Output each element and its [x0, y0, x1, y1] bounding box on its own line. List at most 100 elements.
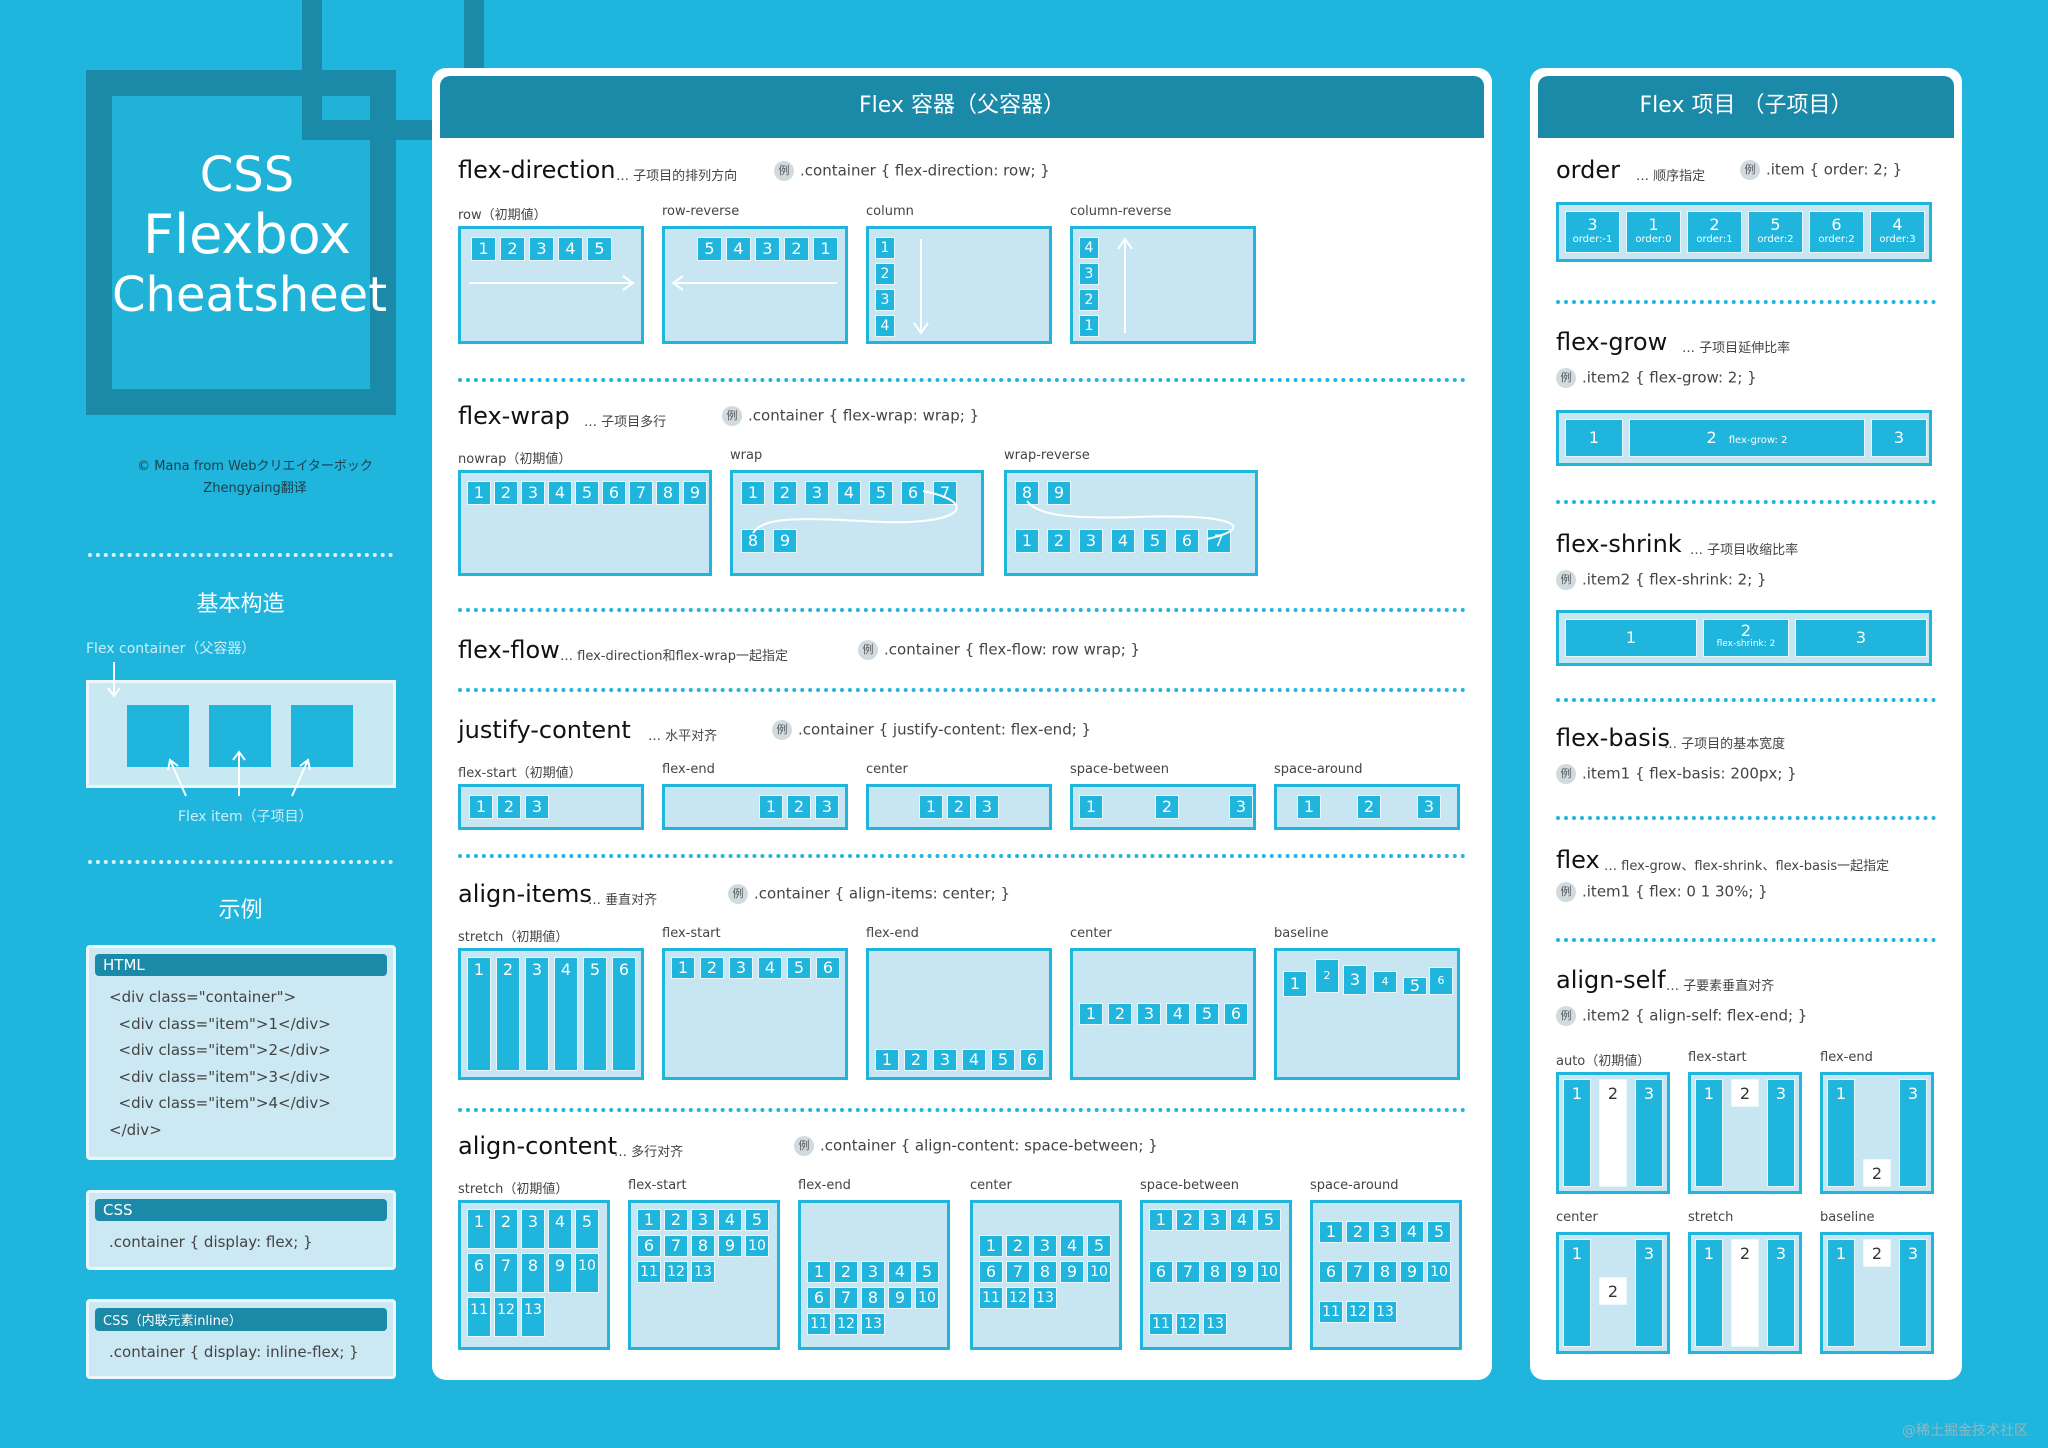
- flex-item: 6: [602, 481, 626, 505]
- flex-item: 8: [1033, 1261, 1057, 1283]
- property-name: justify-content: [458, 716, 631, 744]
- flex-item: 2: [787, 795, 811, 819]
- example-code: 例 .item2 { align-self: flex-end; }: [1556, 1006, 1807, 1026]
- direction-arrow: [671, 275, 837, 291]
- flex-item: 2: [500, 237, 525, 261]
- variant-label: wrap-reverse: [1004, 448, 1090, 463]
- divider: [88, 553, 393, 557]
- demo-box: 3 order:-1 1 order:0 2 order:1 5 order:2 6 order:…: [1556, 202, 1932, 262]
- item-order: order:1: [1696, 234, 1733, 245]
- flex-item: 1: [1565, 419, 1623, 457]
- section-divider: [1556, 938, 1936, 942]
- flex-item: 3: [529, 237, 554, 261]
- flex-item: 3: [861, 1261, 885, 1283]
- flex-item: 6: [612, 957, 636, 1071]
- flex-item: 2: [664, 1209, 688, 1231]
- flex-item-panel: Flex 项目 （子项目） order… 顺序指定例 .item { order:…: [1530, 68, 1962, 1380]
- flex-item: 3: [815, 795, 839, 819]
- flex-item: 4: [1060, 1235, 1084, 1257]
- diagram-arrows: [107, 662, 311, 797]
- property-name: flex-shrink: [1556, 530, 1682, 558]
- item-number: 1: [1648, 215, 1659, 234]
- flex-item: 7: [933, 481, 957, 505]
- flex-item: 3: [933, 1049, 957, 1071]
- flex-item: 1: [759, 795, 783, 819]
- flex-item: 3: [755, 237, 780, 261]
- flex-item: 1: [1827, 1239, 1855, 1347]
- flex-item: 2: [1176, 1209, 1200, 1231]
- demo-box: 1 2 flex-grow: 2 3: [1556, 410, 1932, 466]
- flex-item: 3 order:-1: [1565, 211, 1620, 253]
- flex-item: 1: [813, 237, 838, 261]
- example-code: 例 .container { flex-direction: row; }: [774, 161, 1050, 181]
- example-code-text: .item { order: 2; }: [1766, 160, 1903, 179]
- property-description: … 水平对齐: [648, 729, 718, 744]
- flex-item: 3: [525, 957, 549, 1071]
- item-panel-title: Flex 项目 （子项目）: [1538, 76, 1954, 138]
- property-description: … 子项目收缩比率: [1690, 543, 1799, 558]
- property-description: … 子项目多行: [584, 415, 667, 430]
- property-name: flex: [1556, 846, 1600, 874]
- flex-item: 12: [664, 1261, 688, 1283]
- flex-item: 4: [548, 481, 572, 505]
- flex-container-label: Flex container（父容器）: [86, 641, 256, 657]
- html-code-head: HTML: [95, 954, 387, 976]
- demo-box: 1 2 3 4 5 6 7 8 9 10 11 12 13: [798, 1200, 950, 1350]
- flex-item: 13: [861, 1313, 885, 1335]
- item-order: order:3: [1879, 234, 1916, 245]
- flex-item: 1: [1827, 1079, 1855, 1187]
- variant-label: space-between: [1070, 762, 1170, 777]
- flex-item: 10: [915, 1287, 939, 1309]
- section-divider: [458, 1108, 1466, 1112]
- flex-item: 10: [1427, 1261, 1451, 1283]
- flex-item: 11: [807, 1313, 831, 1335]
- variant-label: row-reverse: [662, 204, 740, 219]
- flex-item: 1: [1079, 315, 1099, 337]
- variant-label: space-around: [1274, 762, 1363, 777]
- flex-item: 5: [1143, 529, 1167, 553]
- flex-item: 3: [1767, 1239, 1795, 1347]
- flex-item-2: 2: [1599, 1277, 1627, 1305]
- example-badge: 例: [774, 161, 794, 181]
- variant-label: center: [970, 1178, 1012, 1193]
- flex-item: 2 flex-grow: 2: [1629, 419, 1865, 457]
- variant-label: flex-start: [628, 1178, 687, 1193]
- demo-box: 1 2 3 4 5 6 7 8 9 10 11 12 13: [1310, 1200, 1462, 1350]
- flex-item: 4: [837, 481, 861, 505]
- section-divider: [458, 608, 1466, 612]
- variant-label: space-around: [1310, 1178, 1399, 1193]
- flex-item: 1: [875, 1049, 899, 1071]
- item-number: 2: [1740, 621, 1752, 640]
- direction-arrow: [913, 239, 929, 335]
- flex-item: 1: [637, 1209, 661, 1231]
- flex-item: 2: [494, 481, 518, 505]
- variant-label: stretch（初期値）: [458, 930, 569, 945]
- example-badge: 例: [794, 1136, 814, 1156]
- item-number: 4: [1892, 215, 1903, 234]
- flex-item: 10: [575, 1253, 599, 1293]
- flex-item: [291, 705, 353, 767]
- property-description: … 顺序指定: [1636, 169, 1706, 184]
- flex-item: [127, 705, 189, 767]
- flex-item: 9: [683, 481, 707, 505]
- flex-item: 7: [629, 481, 653, 505]
- item-note: flex-grow: 2: [1728, 435, 1788, 446]
- flex-item: 13: [691, 1261, 715, 1283]
- flex-item: 1: [467, 957, 491, 1071]
- wrap-arrow: [752, 490, 958, 534]
- flex-item: 1: [1079, 795, 1103, 819]
- demo-box: 1 2 3 4: [866, 226, 1052, 344]
- flex-item: 2 flex-shrink: 2: [1703, 619, 1789, 657]
- flex-item: 6: [637, 1235, 661, 1257]
- property-name: flex-basis: [1556, 724, 1670, 752]
- example-code: 例 .item1 { flex: 0 1 30%; }: [1556, 882, 1768, 902]
- example-code-text: .item2 { flex-grow: 2; }: [1582, 368, 1757, 387]
- flex-item: 7: [1346, 1261, 1370, 1283]
